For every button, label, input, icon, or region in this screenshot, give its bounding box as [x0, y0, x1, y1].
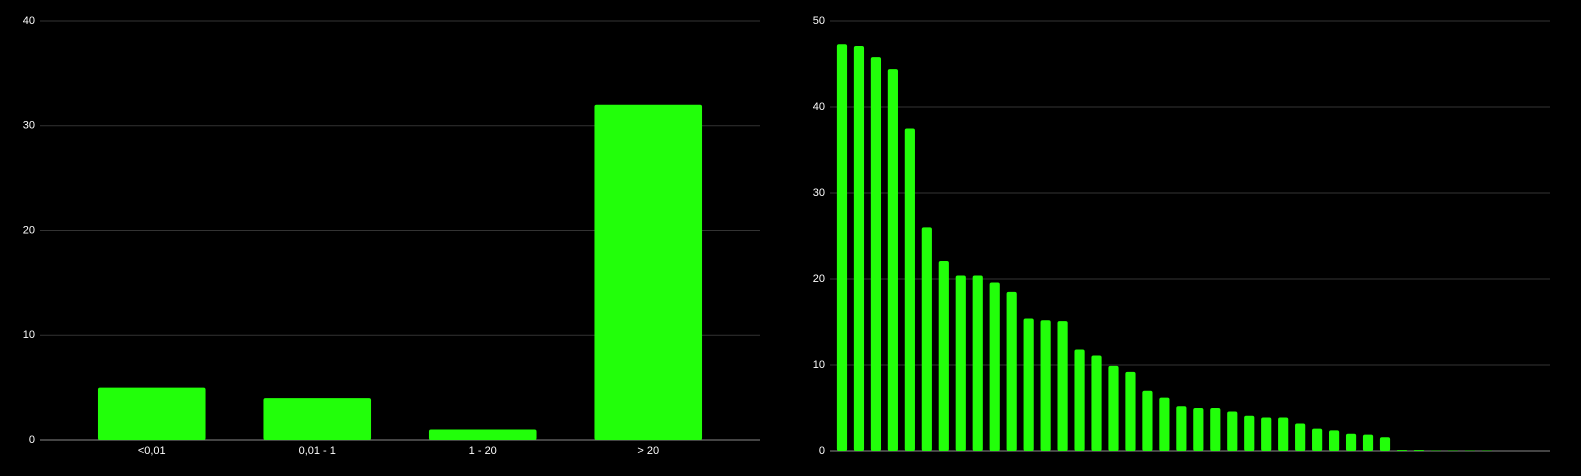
bar: [263, 398, 372, 440]
bar: [1278, 417, 1289, 451]
x-tick-label: <0,01: [138, 445, 166, 457]
bar: [1210, 408, 1221, 451]
x-tick-label: 1 - 20: [469, 445, 497, 457]
y-tick-label: 50: [813, 15, 825, 27]
y-tick-label: 20: [813, 273, 825, 285]
bar: [1108, 365, 1119, 451]
bar: [870, 57, 882, 452]
bar: [1142, 390, 1153, 451]
bar: [904, 128, 915, 451]
bar: [972, 275, 983, 451]
x-tick-label: 0,01 - 1: [299, 445, 336, 457]
bar: [1040, 320, 1051, 451]
y-tick-label: 30: [813, 187, 825, 199]
bar: [853, 45, 865, 451]
y-tick-label: 10: [23, 329, 35, 341]
bar: [428, 429, 537, 440]
bar: [1396, 450, 1408, 451]
bar: [1345, 433, 1357, 451]
bar: [1159, 397, 1170, 451]
y-tick-label: 30: [23, 120, 35, 132]
bar: [989, 282, 1000, 451]
bar: [1312, 428, 1323, 451]
bar: [1227, 411, 1238, 451]
y-tick-label: 0: [819, 445, 825, 457]
bar: [1057, 321, 1068, 451]
bar: [1125, 371, 1136, 451]
bar: [836, 44, 848, 451]
y-tick-label: 10: [813, 359, 825, 371]
bar: [97, 387, 206, 440]
bar: [1379, 437, 1391, 451]
bar: [1261, 417, 1272, 451]
bar: [921, 227, 932, 451]
bar: [1295, 423, 1306, 451]
bar: [1244, 415, 1255, 451]
bar: [938, 260, 949, 451]
bar: [1176, 406, 1187, 451]
y-tick-label: 20: [23, 224, 35, 236]
bar: [1023, 318, 1034, 451]
bar: [594, 104, 703, 441]
bar: [887, 69, 898, 451]
bar: [1329, 430, 1340, 451]
bar: [1193, 408, 1204, 451]
x-tick-label: > 20: [637, 445, 659, 457]
bar: [1006, 291, 1017, 451]
y-tick-label: 40: [813, 101, 825, 113]
bar: [1091, 355, 1102, 451]
bar: [1362, 434, 1374, 451]
bar: [1413, 450, 1425, 451]
bar: [1074, 349, 1085, 451]
y-tick-label: 40: [23, 15, 35, 27]
bar: [955, 275, 966, 451]
y-tick-label: 0: [29, 434, 35, 446]
